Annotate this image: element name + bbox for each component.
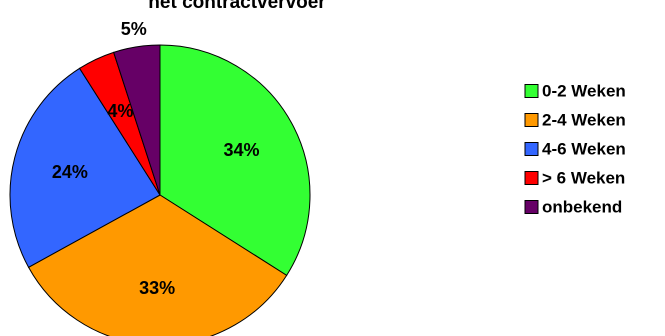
legend-item-0-2-weken: 0-2 Weken (524, 82, 626, 101)
legend-swatch-4-6-weken (524, 142, 539, 156)
pie-slice-2-4-weken (27, 194, 288, 336)
legend-swatch-0-2-weken (524, 84, 539, 98)
legend-label-2-4-weken: 2-4 Weken (542, 111, 626, 130)
legend-label-6-weken: > 6 Weken (542, 169, 625, 188)
data-label-2-4-weken: 33% (139, 278, 175, 298)
legend-item-4-6-weken: 4-6 Weken (524, 140, 626, 159)
pie-slices (9, 44, 311, 336)
data-label-4-6-weken: 24% (52, 162, 88, 182)
data-label-6-weken: 4% (107, 101, 133, 121)
pie-data-labels: 34% 33% 24% 4% 5% (52, 19, 260, 298)
data-label-0-2-weken: 34% (223, 140, 259, 160)
legend-item-onbekend: onbekend (524, 198, 622, 217)
legend-label-4-6-weken: 4-6 Weken (542, 140, 626, 159)
pie-slice-4-6-weken (9, 67, 161, 268)
legend-item-2-4-weken: 2-4 Weken (524, 111, 626, 130)
data-label-onbekend: 5% (121, 19, 147, 39)
legend-label-onbekend: onbekend (542, 198, 622, 217)
legend-swatch-6-weken (524, 171, 539, 185)
pie-slice-0-2-weken (159, 44, 311, 277)
legend-label-0-2-weken: 0-2 Weken (542, 82, 626, 101)
chart-title: het contractvervoer (148, 0, 326, 13)
pie-slice-onbekend (113, 44, 161, 196)
legend-item-6-weken: > 6 Weken (524, 169, 625, 188)
legend-swatch-onbekend (524, 200, 539, 214)
legend: 0-2 Weken 2-4 Weken 4-6 Weken > 6 Weken onbe… (524, 82, 626, 217)
legend-swatch-2-4-weken (524, 113, 539, 127)
